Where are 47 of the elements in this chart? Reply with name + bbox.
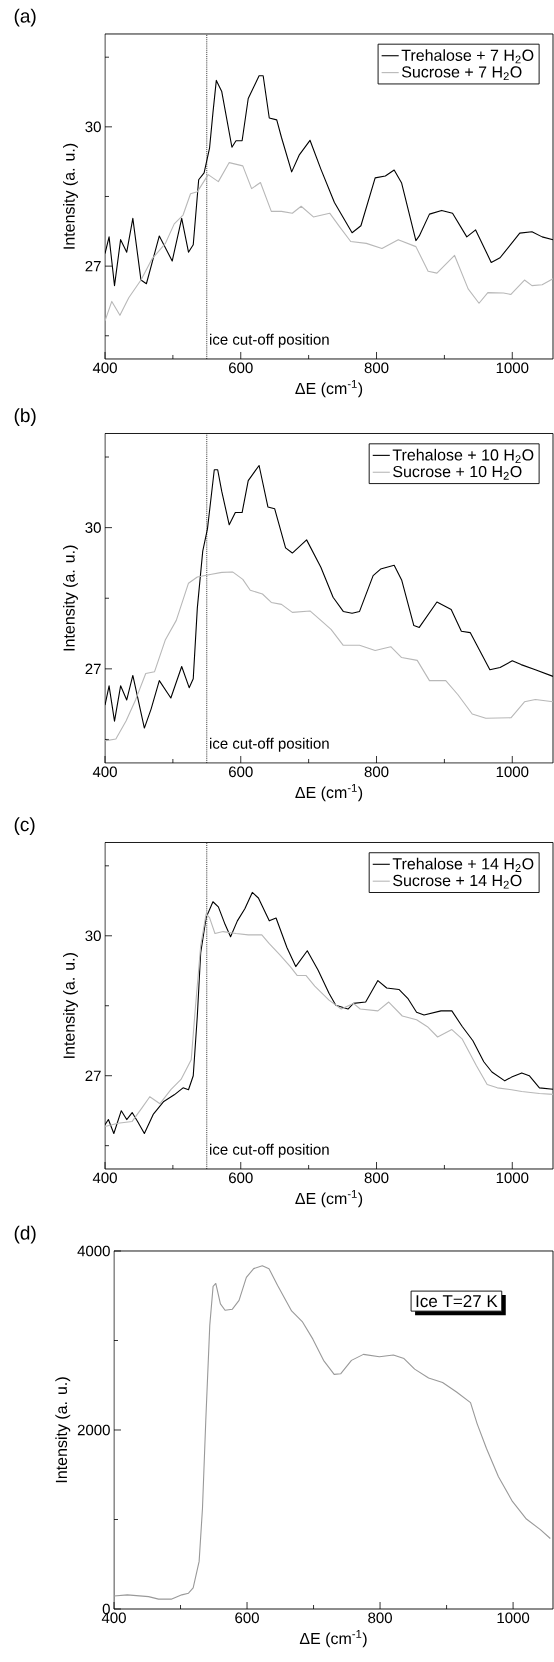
x-axis-title: ΔE (cm$^{-1}$) xyxy=(295,1190,363,1208)
chart-title: (a) xyxy=(14,8,36,27)
y-tick-label: 2000 xyxy=(77,1424,110,1436)
annotation: Ice T=27 K xyxy=(416,1295,498,1308)
x-axis-title: ΔE (cm$^{-1}$) xyxy=(295,784,363,802)
chart-title: (d) xyxy=(14,1225,36,1244)
x-tick-label: 1000 xyxy=(497,1612,530,1624)
y-axis-title: Intensity (a. u.) xyxy=(63,545,78,651)
x-tick-label: 1000 xyxy=(496,766,529,778)
y-tick-label: 30 xyxy=(85,121,101,133)
ref-line-label: ice cut-off position xyxy=(210,333,329,348)
x-tick-label: 600 xyxy=(235,1612,259,1624)
y-tick-label: 30 xyxy=(85,930,101,942)
x-tick-label: 800 xyxy=(364,362,389,374)
y-tick-label: 27 xyxy=(85,1070,101,1081)
x-tick-label: 600 xyxy=(229,362,253,374)
legend-label: Trehalose + 14 H$_{2}$O xyxy=(392,857,534,872)
y-axis-title: Intensity (a. u.) xyxy=(63,953,78,1058)
x-tick-label: 400 xyxy=(92,362,117,374)
line-series xyxy=(114,1265,551,1600)
legend-label: Sucrose + 14 H$_{2}$O xyxy=(393,874,522,889)
y-axis-title: Intensity (a. u.) xyxy=(55,1377,71,1483)
y-tick-label: 27 xyxy=(85,260,101,272)
legend-label: Sucrose + 10 H$_{2}$O xyxy=(393,465,522,480)
x-axis-title: ΔE (cm$^{-1}$) xyxy=(295,380,363,398)
x-axis-title: ΔE (cm$^{-1}$) xyxy=(299,1630,367,1648)
legend-label: Sucrose + 7 H$_{2}$O xyxy=(401,66,522,81)
chart-title: (b) xyxy=(14,408,36,426)
x-tick-label: 800 xyxy=(368,1612,392,1624)
x-tick-label: 400 xyxy=(92,1172,117,1184)
y-axis-title: Intensity (a. u.) xyxy=(63,143,78,249)
legend-label: Trehalose + 7 H$_{2}$O xyxy=(401,49,534,64)
line-series xyxy=(105,162,554,322)
x-tick-label: 800 xyxy=(364,766,389,778)
x-tick-label: 800 xyxy=(364,1172,389,1184)
chart-title: (c) xyxy=(14,817,35,835)
x-tick-label: 1000 xyxy=(496,1172,529,1184)
ref-line-label: ice cut-off position xyxy=(210,1143,329,1158)
legend-label: Trehalose + 10 H$_{2}$O xyxy=(392,448,534,464)
y-tick-label: 30 xyxy=(85,522,101,533)
x-tick-label: 600 xyxy=(229,1172,253,1184)
y-tick-label: 27 xyxy=(85,663,101,675)
y-tick-label: 4000 xyxy=(77,1245,110,1257)
ref-line-label: ice cut-off position xyxy=(210,737,329,752)
x-tick-label: 600 xyxy=(229,766,253,778)
x-tick-label: 1000 xyxy=(496,362,529,374)
x-tick-label: 400 xyxy=(92,766,117,778)
